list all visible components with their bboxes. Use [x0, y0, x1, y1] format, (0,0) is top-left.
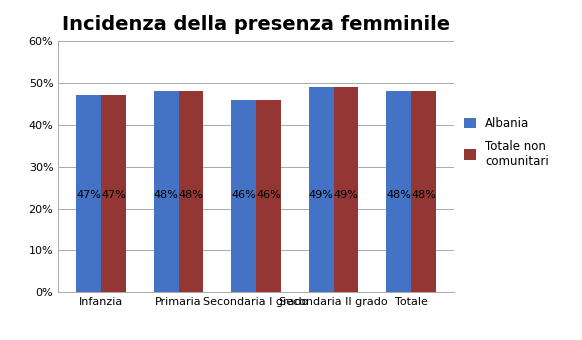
Bar — [154, 91, 179, 292]
Bar — [256, 100, 281, 292]
Text: 46%: 46% — [231, 190, 256, 200]
Legend: Albania, Totale non
comunitari: Albania, Totale non comunitari — [464, 117, 549, 168]
Bar — [101, 95, 126, 292]
Text: 47%: 47% — [101, 190, 126, 200]
Bar — [179, 91, 203, 292]
Title: Incidenza della presenza femminile: Incidenza della presenza femminile — [62, 15, 450, 34]
Text: 48%: 48% — [154, 190, 179, 200]
Text: 47%: 47% — [76, 190, 101, 200]
Text: 49%: 49% — [309, 190, 333, 200]
Text: 48%: 48% — [386, 190, 411, 200]
Bar — [411, 91, 436, 292]
Bar — [231, 100, 256, 292]
Text: 48%: 48% — [411, 190, 436, 200]
Text: 46%: 46% — [256, 190, 281, 200]
Bar — [333, 87, 359, 292]
Text: 49%: 49% — [333, 190, 359, 200]
Text: 48%: 48% — [179, 190, 203, 200]
Bar — [309, 87, 333, 292]
Bar — [76, 95, 101, 292]
Bar — [386, 91, 411, 292]
